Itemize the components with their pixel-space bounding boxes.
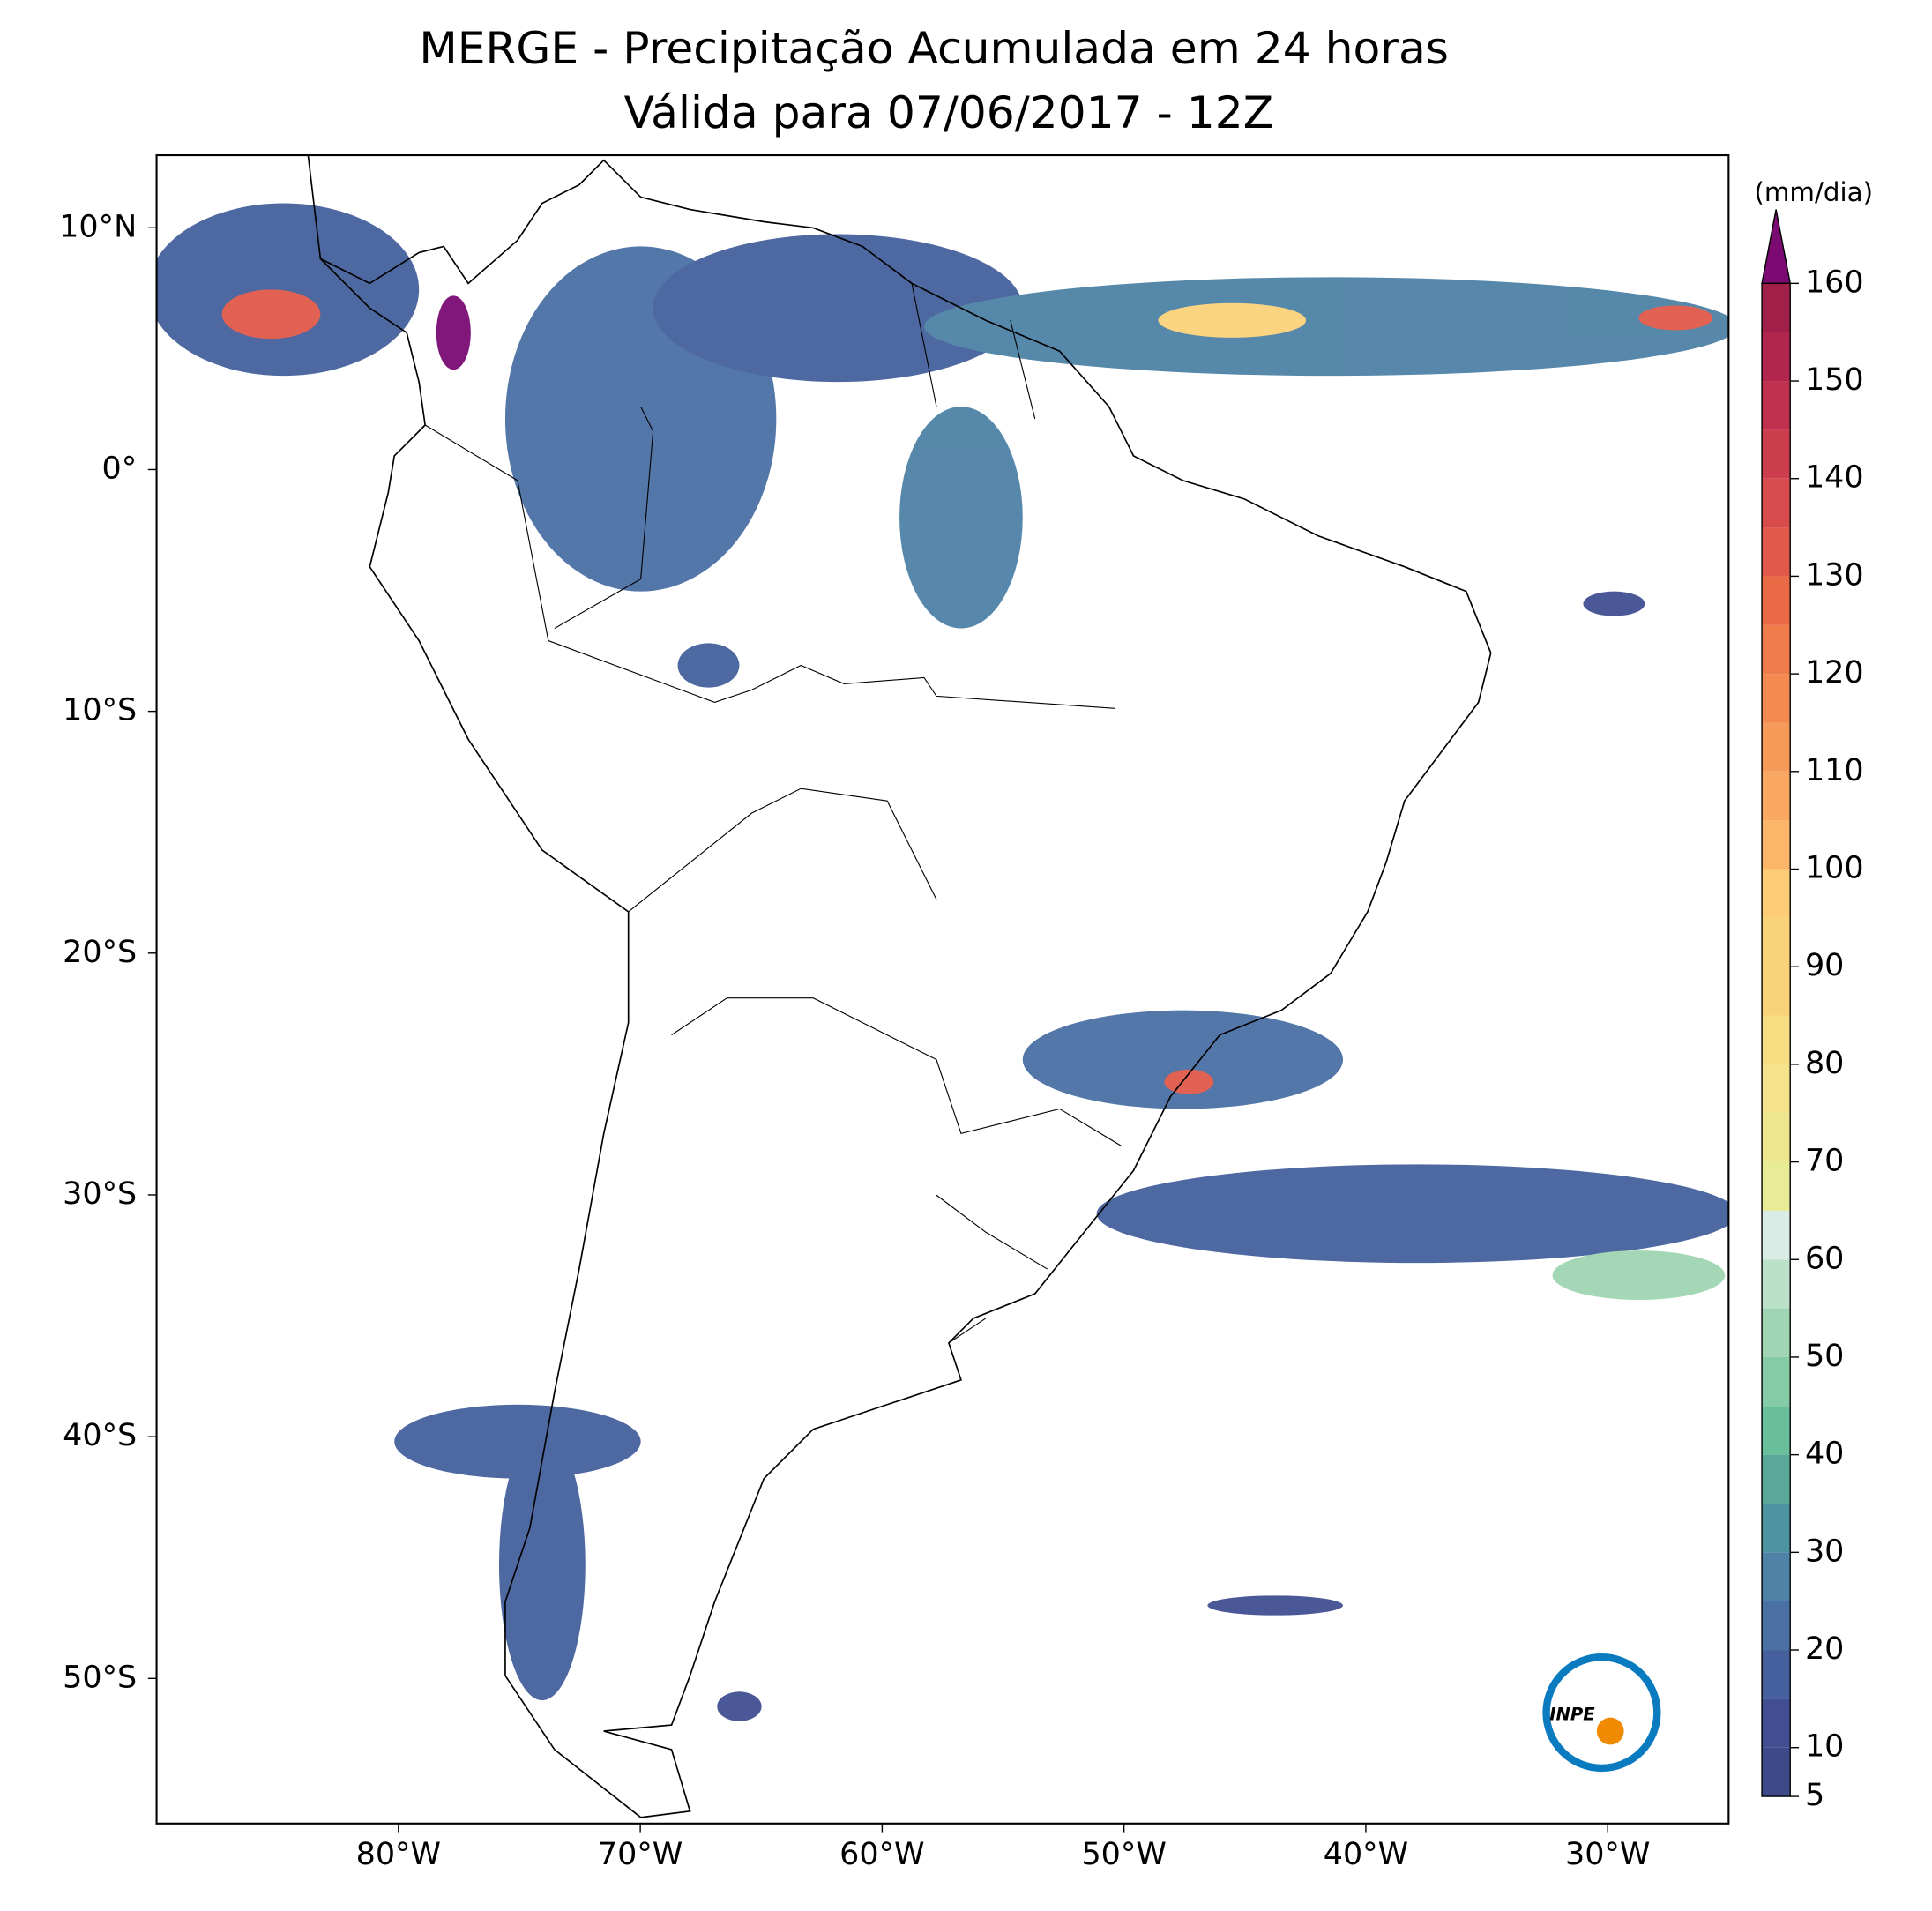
colorbar-band — [1762, 967, 1791, 1016]
country-borders — [424, 283, 1122, 1344]
colorbar-tick-label: 140 — [1805, 460, 1864, 496]
colorbar-band — [1762, 674, 1791, 723]
colorbar-label: (mm/dia) — [1754, 177, 1873, 207]
colorbar-tick-label: 160 — [1805, 265, 1864, 300]
colorbar-band — [1762, 1454, 1791, 1504]
rain-area — [156, 203, 420, 377]
colorbar-tick-label: 20 — [1805, 1631, 1844, 1667]
colorbar-frame — [1761, 282, 1791, 1797]
colorbar-band — [1762, 1747, 1791, 1797]
colorbar-band — [1762, 478, 1791, 528]
rain-area — [717, 1691, 762, 1721]
colorbar-band — [1762, 1259, 1791, 1309]
logo-dot — [1596, 1717, 1624, 1745]
rain-area — [1207, 1595, 1344, 1616]
colorbar-band — [1762, 869, 1791, 918]
rain-area — [1158, 302, 1307, 338]
colorbar-band — [1762, 283, 1791, 332]
rain-area — [436, 295, 471, 370]
x-tick-label: 50°W — [1081, 1837, 1166, 1872]
rain-area — [677, 643, 740, 688]
title-line: MERGE - Precipitação Acumulada em 24 hor… — [419, 22, 1449, 74]
logo-text: INPE — [1549, 1704, 1595, 1724]
colorbar-tick-label: 110 — [1805, 753, 1864, 788]
colorbar-band — [1762, 1356, 1791, 1407]
x-tick-label: 70°W — [598, 1837, 683, 1872]
colorbar-band — [1762, 1552, 1791, 1601]
y-tick-label: 20°S — [63, 935, 137, 970]
x-tick-label: 60°W — [839, 1837, 924, 1872]
colorbar-band — [1762, 917, 1791, 967]
colorbar-band — [1762, 820, 1791, 870]
colorbar-band — [1762, 1503, 1791, 1553]
rain-area — [1022, 1010, 1344, 1109]
colorbar-tick-label: 150 — [1805, 362, 1864, 398]
map-area — [156, 155, 1729, 1824]
colorbar-band — [1762, 1064, 1791, 1114]
colorbar-band — [1762, 722, 1791, 772]
colorbar-band — [1762, 332, 1791, 382]
y-tick-label: 10°S — [63, 693, 137, 728]
colorbar-extend — [1761, 209, 1792, 285]
colorbar-band — [1762, 429, 1791, 479]
colorbar-band — [1762, 1601, 1791, 1651]
colorbar-band — [1762, 1308, 1791, 1357]
map-frame — [155, 153, 1730, 1825]
rain-area — [1638, 305, 1713, 331]
map-background — [156, 155, 1729, 1824]
colorbar-band — [1762, 1113, 1791, 1162]
coastline — [307, 155, 1492, 1818]
colorbar-tick-label: 30 — [1805, 1534, 1844, 1569]
colorbar-band — [1762, 624, 1791, 675]
rain-area — [1552, 1250, 1726, 1301]
x-tick-label: 80°W — [356, 1837, 441, 1872]
logo: INPE — [1542, 1653, 1661, 1773]
logo-ring — [1542, 1653, 1661, 1773]
colorbar-band — [1762, 1698, 1791, 1748]
colorbar-band — [1762, 1210, 1791, 1260]
x-tick-label: 40°W — [1324, 1837, 1408, 1872]
rain-area — [899, 407, 1023, 629]
colorbar-tick-label: 130 — [1805, 557, 1864, 593]
rain-area — [221, 289, 321, 340]
colorbar-tick-label: 80 — [1805, 1046, 1844, 1081]
colorbar-band — [1762, 381, 1791, 430]
title-line: Válida para 07/06/2017 - 12Z — [624, 86, 1273, 138]
colorbar-tick-label: 10 — [1805, 1729, 1844, 1765]
colorbar-band — [1762, 527, 1791, 577]
rain-area — [1583, 591, 1645, 616]
colorbar-tick-label: 120 — [1805, 655, 1864, 690]
y-tick-label: 50°S — [63, 1660, 137, 1695]
colorbar-tick-label: 60 — [1805, 1241, 1844, 1276]
y-tick-label: 40°S — [63, 1418, 137, 1453]
x-tick-label: 30°W — [1565, 1837, 1650, 1872]
rain-area — [498, 1429, 586, 1701]
y-tick-label: 10°N — [59, 209, 137, 244]
colorbar-band — [1762, 1650, 1791, 1699]
rain-area — [394, 1404, 641, 1479]
rain-area — [1096, 1164, 1729, 1264]
colorbar-tick-label: 5 — [1805, 1778, 1824, 1813]
colorbar-band — [1762, 576, 1791, 625]
colorbar-band — [1762, 771, 1791, 821]
colorbar-tick-label: 90 — [1805, 948, 1844, 983]
y-tick-label: 30°S — [63, 1176, 137, 1212]
colorbar-band — [1762, 1161, 1791, 1211]
colorbar-band — [1762, 1406, 1791, 1455]
colorbar-tick-label: 70 — [1805, 1144, 1844, 1179]
precipitation-field — [156, 203, 1729, 1721]
y-tick-label: 0° — [102, 451, 138, 486]
rain-area — [924, 277, 1729, 377]
colorbar-tick-label: 40 — [1805, 1437, 1844, 1472]
rain-area — [653, 234, 1023, 383]
colorbar-band — [1762, 1015, 1791, 1064]
colorbar-tick-label: 100 — [1805, 850, 1864, 885]
colorbar-tick-label: 50 — [1805, 1339, 1844, 1374]
